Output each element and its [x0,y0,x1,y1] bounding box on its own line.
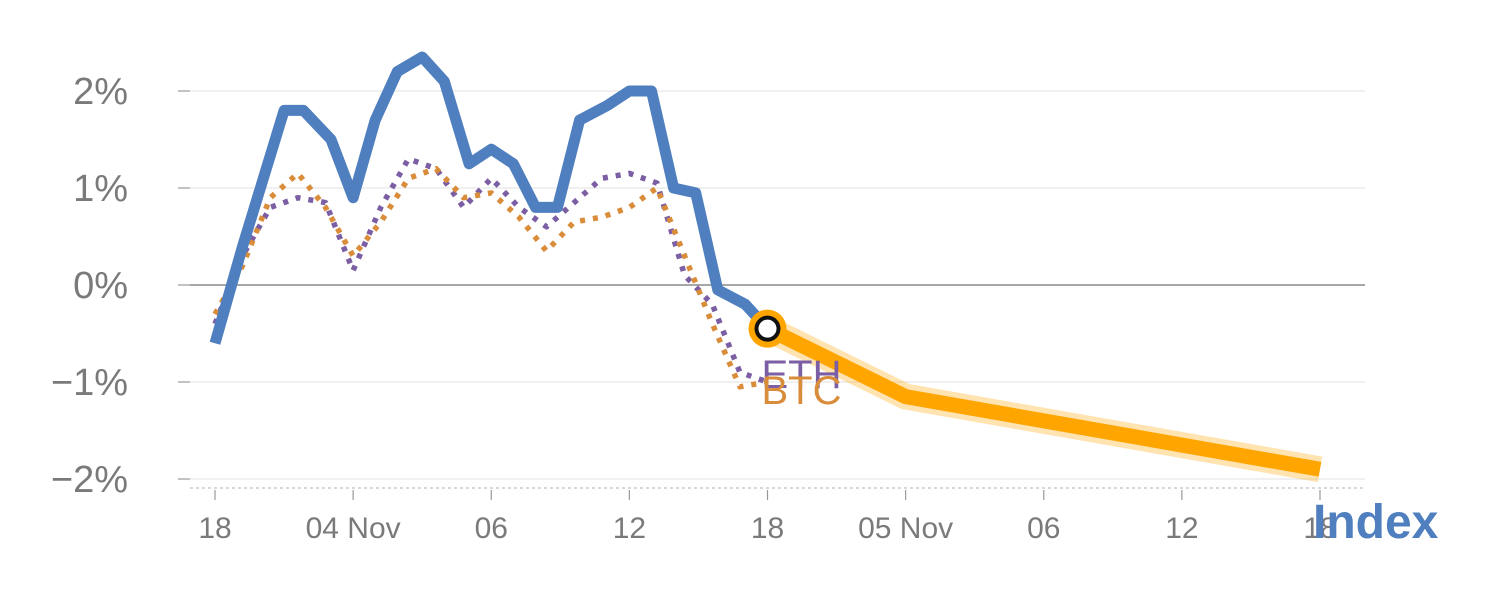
x-tick-label: 12 [1165,512,1198,545]
series-btc-line [212,165,768,390]
series-index-label: Index [1313,496,1439,549]
series-index-line [209,51,772,345]
axis-layer: 2% 1% 0% −1% −2% 18 04 Nov 06 12 18 05 Nov 06 12 18 [51,71,1365,545]
series-layer [209,51,1323,483]
series-btc-label: BTC [762,369,842,413]
series-eth-label: ETH [762,353,842,397]
x-tick-label: 04 Nov [306,512,401,545]
x-tick-label: 12 [613,512,646,545]
y-tick-label: 2% [73,71,128,113]
series-forecast-line [764,321,1322,477]
y-tick-label: 0% [73,265,128,307]
x-tick-label: 18 [1303,512,1336,545]
grid-layer [190,90,1365,480]
y-tick-label: −2% [51,459,128,501]
y-tick-label: 1% [73,168,128,210]
x-tick-label: 06 [475,512,508,545]
y-tick-label: −1% [51,362,128,404]
marker-point [754,315,781,342]
series-eth-line [212,156,769,385]
x-tick-label: 06 [1027,512,1060,545]
x-tick-label: 05 Nov [858,512,953,545]
x-tick-label: 18 [198,512,231,545]
x-tick-label: 18 [751,512,784,545]
